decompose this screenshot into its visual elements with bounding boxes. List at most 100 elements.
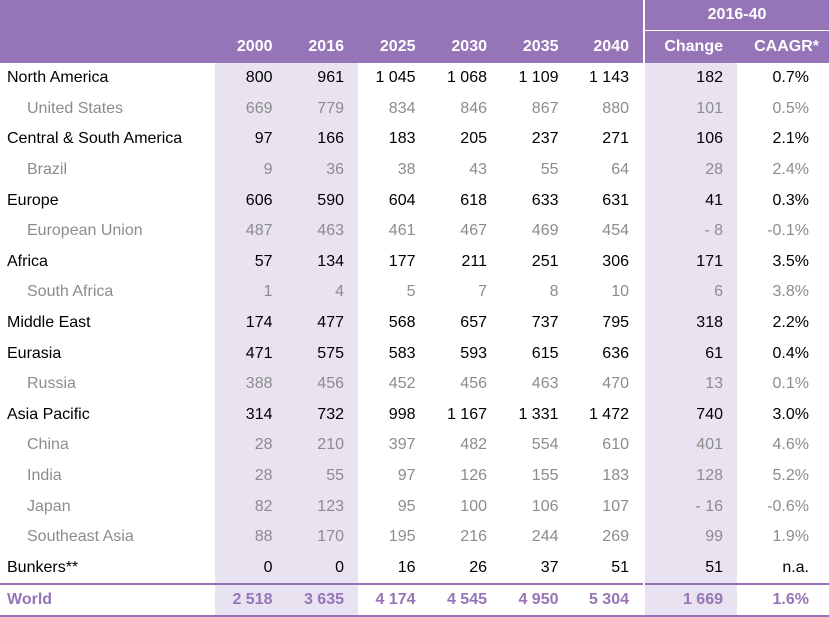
value-cell: 237 (531, 130, 559, 148)
total-value-cell: 5 304 (572, 583, 644, 617)
value-cell: 82 (215, 491, 287, 522)
change-cell: 171 (643, 246, 737, 278)
change-cell: 61 (643, 338, 737, 369)
region-name: Europe (7, 191, 59, 209)
value-cell: 470 (602, 375, 629, 393)
change-cell: 6 (643, 277, 737, 308)
value-cell: 846 (460, 99, 487, 117)
value-cell: 183 (602, 467, 629, 485)
value-cell: 26 (469, 558, 487, 576)
value-cell: 615 (531, 344, 559, 362)
value-cell: 37 (540, 558, 559, 576)
value-cell: 97 (215, 124, 287, 155)
value-cell: 1 068 (446, 69, 487, 87)
caagr-cell: 3.0% (772, 405, 809, 423)
value-cell: 463 (286, 215, 358, 247)
value-cell: 123 (286, 491, 358, 522)
value-cell: 606 (215, 185, 287, 216)
header-year: 2040 (572, 30, 644, 63)
value-cell: 1 143 (588, 69, 629, 87)
value-cell: 463 (531, 375, 559, 393)
value-cell: 97 (397, 467, 416, 485)
value-cell: 28 (215, 430, 287, 461)
value-cell: 779 (286, 93, 358, 125)
value-cell: 456 (460, 375, 487, 393)
value-cell: 183 (388, 130, 416, 148)
value-cell: 554 (531, 436, 559, 454)
table-row: Bunkers** 0 0 16 26 37 51 51 n.a. (0, 552, 829, 585)
value-cell: 575 (286, 338, 358, 369)
value-cell: 4 (286, 277, 358, 308)
value-cell: 0 (286, 552, 358, 585)
value-cell: 51 (611, 558, 629, 576)
change-cell: 318 (643, 307, 737, 339)
caagr-cell: 0.3% (772, 191, 809, 209)
total-value-cell: 4 545 (429, 583, 501, 617)
value-cell: 38 (397, 161, 416, 179)
change-cell: 101 (643, 93, 737, 125)
table-row: Central & South America 97 166 183 205 237 271… (0, 124, 829, 155)
change-cell: 13 (643, 368, 737, 400)
change-cell: 99 (643, 521, 737, 553)
change-cell: 401 (643, 430, 737, 461)
caagr-cell: n.a. (782, 558, 809, 576)
value-cell: 397 (388, 436, 416, 454)
total-value-cell: 2 518 (215, 583, 287, 617)
value-cell: 880 (602, 99, 629, 117)
value-cell: 36 (286, 154, 358, 186)
total-caagr-cell: 1.6% (737, 583, 829, 617)
table-header: 2016-40 2000 2016 2025 2030 2035 2040 Ch… (0, 0, 829, 63)
value-cell: 834 (388, 99, 416, 117)
value-cell: 618 (460, 191, 487, 209)
region-name: Africa (7, 252, 48, 270)
value-cell: 251 (531, 252, 559, 270)
region-name: Bunkers** (7, 558, 79, 576)
value-cell: 998 (388, 405, 416, 423)
value-cell: 306 (602, 252, 629, 270)
value-cell: 1 472 (588, 405, 629, 423)
value-cell: 461 (388, 222, 416, 240)
table-row: China 28 210 397 482 554 610 401 4.6% (0, 430, 829, 461)
header-year: 2030 (429, 30, 501, 63)
caagr-cell: 5.2% (772, 467, 809, 485)
value-cell: 177 (388, 252, 416, 270)
value-cell: 314 (215, 399, 287, 431)
change-cell: 41 (643, 185, 737, 216)
caagr-cell: 0.5% (772, 99, 809, 117)
value-cell: 244 (531, 528, 559, 546)
value-cell: 7 (478, 283, 487, 301)
value-cell: 166 (286, 124, 358, 155)
value-cell: 8 (549, 283, 559, 301)
total-value-cell: 3 635 (286, 583, 358, 617)
caagr-cell: -0.1% (767, 222, 809, 240)
table-row: Africa 57 134 177 211 251 306 171 3.5% (0, 246, 829, 278)
region-name: Asia Pacific (7, 405, 90, 423)
region-name: Eurasia (7, 344, 62, 362)
total-change-cell: 1 669 (643, 583, 737, 617)
caagr-cell: 3.8% (772, 283, 809, 301)
value-cell: 1 109 (518, 69, 559, 87)
total-value-cell: 4 950 (501, 583, 573, 617)
change-cell: 128 (643, 460, 737, 492)
change-cell: 740 (643, 399, 737, 431)
header-year: 2000 (215, 30, 287, 63)
table-row: Russia 388 456 452 456 463 470 13 0.1% (0, 368, 829, 400)
table-row: United States 669 779 834 846 867 880 101 0.5% (0, 93, 829, 125)
value-cell: 1 (215, 277, 287, 308)
value-cell: 95 (397, 497, 416, 515)
value-cell: 170 (286, 521, 358, 553)
value-cell: 482 (460, 436, 487, 454)
region-name: India (27, 467, 62, 485)
table-row: Brazil 9 36 38 43 55 64 28 2.4% (0, 154, 829, 186)
header-region-blank (0, 0, 215, 31)
header-caagr: CAAGR* (737, 30, 829, 63)
value-cell: 583 (388, 344, 416, 362)
value-cell: 604 (388, 191, 416, 209)
value-cell: 1 331 (518, 405, 559, 423)
value-cell: 454 (602, 222, 629, 240)
value-cell: 126 (460, 467, 487, 485)
value-cell: 590 (286, 185, 358, 216)
table-row: Middle East 174 477 568 657 737 795 318 2.2% (0, 307, 829, 339)
header-change: Change (643, 30, 737, 63)
value-cell: 0 (215, 552, 287, 585)
